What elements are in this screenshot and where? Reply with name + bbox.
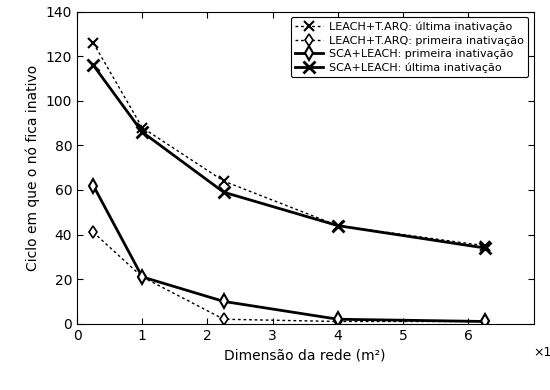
LEACH+T.ARQ: última inativação: (6.25e+04, 35): última inativação: (6.25e+04, 35) <box>481 243 488 248</box>
SCA+LEACH: primeira inativação: (6.25e+04, 1): primeira inativação: (6.25e+04, 1) <box>481 319 488 324</box>
Y-axis label: Ciclo em que o nó fica inativo: Ciclo em que o nó fica inativo <box>26 65 40 271</box>
SCA+LEACH: última inativação: (2.25e+04, 59): última inativação: (2.25e+04, 59) <box>221 190 227 195</box>
SCA+LEACH: última inativação: (4e+04, 44): última inativação: (4e+04, 44) <box>334 223 341 228</box>
SCA+LEACH: primeira inativação: (4e+04, 2): primeira inativação: (4e+04, 2) <box>334 317 341 322</box>
Legend: LEACH+T.ARQ: última inativação, LEACH+T.ARQ: primeira inativação, SCA+LEACH: pri: LEACH+T.ARQ: última inativação, LEACH+T.… <box>291 17 528 77</box>
LEACH+T.ARQ: última inativação: (4e+04, 44): última inativação: (4e+04, 44) <box>334 223 341 228</box>
Line: LEACH+T.ARQ: última inativação: LEACH+T.ARQ: última inativação <box>89 38 490 250</box>
SCA+LEACH: última inativação: (6.25e+04, 34): última inativação: (6.25e+04, 34) <box>481 246 488 250</box>
LEACH+T.ARQ: primeira inativação: (2.25e+04, 2): primeira inativação: (2.25e+04, 2) <box>221 317 227 322</box>
LEACH+T.ARQ: última inativação: (2.25e+04, 64): última inativação: (2.25e+04, 64) <box>221 179 227 183</box>
SCA+LEACH: primeira inativação: (2.5e+03, 62): primeira inativação: (2.5e+03, 62) <box>90 183 97 188</box>
LEACH+T.ARQ: primeira inativação: (4e+04, 1): primeira inativação: (4e+04, 1) <box>334 319 341 324</box>
LEACH+T.ARQ: primeira inativação: (2.5e+03, 41): primeira inativação: (2.5e+03, 41) <box>90 230 97 235</box>
Line: SCA+LEACH: última inativação: SCA+LEACH: última inativação <box>88 60 490 254</box>
SCA+LEACH: primeira inativação: (1e+04, 21): primeira inativação: (1e+04, 21) <box>139 275 146 279</box>
SCA+LEACH: primeira inativação: (2.25e+04, 10): primeira inativação: (2.25e+04, 10) <box>221 299 227 304</box>
LEACH+T.ARQ: última inativação: (2.5e+03, 126): última inativação: (2.5e+03, 126) <box>90 41 97 45</box>
Line: SCA+LEACH: primeira inativação: SCA+LEACH: primeira inativação <box>89 181 490 326</box>
LEACH+T.ARQ: primeira inativação: (1e+04, 21): primeira inativação: (1e+04, 21) <box>139 275 146 279</box>
LEACH+T.ARQ: primeira inativação: (6.25e+04, 1): primeira inativação: (6.25e+04, 1) <box>481 319 488 324</box>
X-axis label: Dimensão da rede (m²): Dimensão da rede (m²) <box>224 348 386 362</box>
Text: ×10⁴: ×10⁴ <box>534 346 550 358</box>
LEACH+T.ARQ: última inativação: (1e+04, 88): última inativação: (1e+04, 88) <box>139 125 146 130</box>
Line: LEACH+T.ARQ: primeira inativação: LEACH+T.ARQ: primeira inativação <box>89 228 489 326</box>
SCA+LEACH: última inativação: (1e+04, 86): última inativação: (1e+04, 86) <box>139 130 146 135</box>
SCA+LEACH: última inativação: (2.5e+03, 116): última inativação: (2.5e+03, 116) <box>90 63 97 67</box>
